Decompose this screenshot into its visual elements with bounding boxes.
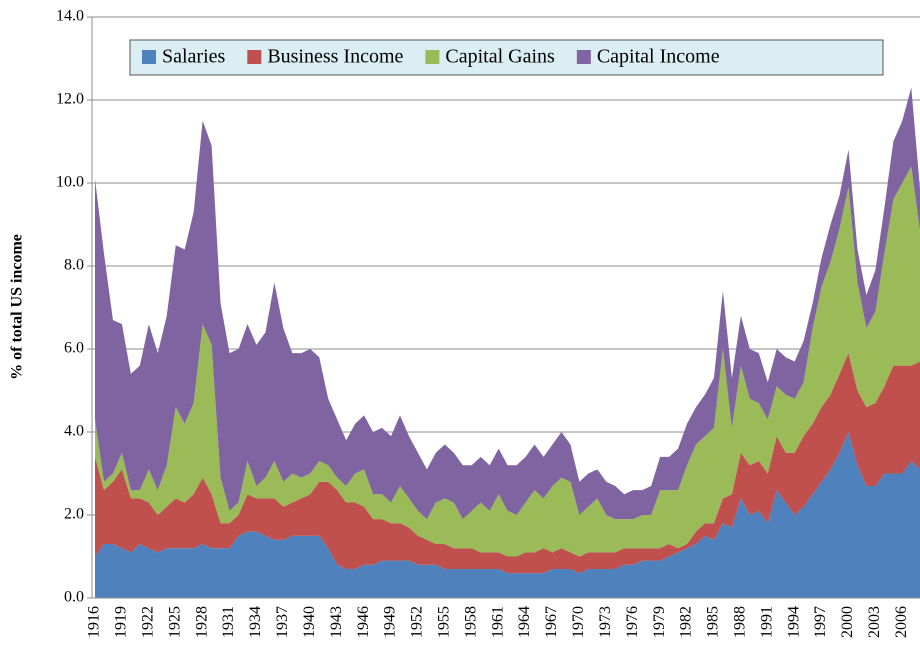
y-axis-label: % of total US income xyxy=(9,234,26,380)
x-tick-label: 1937 xyxy=(274,606,291,638)
x-tick-label: 1916 xyxy=(86,606,103,638)
x-tick-label: 1991 xyxy=(758,606,775,638)
y-tick-label: 14.0 xyxy=(56,8,84,25)
legend-label: Business Income xyxy=(267,46,403,68)
x-tick-label: 1922 xyxy=(139,606,156,638)
y-tick-label: 12.0 xyxy=(56,91,84,108)
legend-swatch xyxy=(142,50,156,64)
y-tick-label: 2.0 xyxy=(64,506,84,523)
x-tick-label: 1940 xyxy=(301,606,318,638)
x-tick-label: 1967 xyxy=(543,606,560,638)
x-tick-label: 1949 xyxy=(382,606,399,638)
area xyxy=(95,166,920,557)
x-tick-label: 1952 xyxy=(409,606,426,638)
legend-swatch xyxy=(247,50,262,64)
area xyxy=(95,353,920,574)
legend-label: Capital Gains xyxy=(445,46,555,68)
area xyxy=(95,87,920,520)
x-tick-label: 1961 xyxy=(489,606,506,638)
x-tick-label: 1928 xyxy=(193,606,210,638)
x-tick-label: 1943 xyxy=(328,606,345,638)
x-tick-label: 1970 xyxy=(570,606,587,638)
legend-label: Salaries xyxy=(162,46,226,68)
x-tick-label: 2006 xyxy=(893,606,910,638)
x-tick-label: 1976 xyxy=(624,606,641,638)
x-tick-label: 1994 xyxy=(785,606,802,638)
x-tick-label: 1997 xyxy=(812,606,829,638)
x-tick-label: 2003 xyxy=(866,606,883,638)
x-tick-label: 1982 xyxy=(678,606,695,638)
y-tick-label: 10.0 xyxy=(56,174,84,191)
y-tick-label: 6.0 xyxy=(64,340,84,357)
legend-label: Capital Income xyxy=(597,46,720,68)
x-tick-label: 1955 xyxy=(436,606,453,638)
x-tick-label: 1931 xyxy=(220,606,237,638)
y-tick-label: 0.0 xyxy=(64,589,84,606)
x-tick-label: 2000 xyxy=(839,606,856,638)
y-tick-label: 8.0 xyxy=(64,257,84,274)
x-tick-label: 1946 xyxy=(355,606,372,638)
x-tick-label: 1934 xyxy=(247,606,264,638)
x-tick-label: 1919 xyxy=(113,606,130,638)
legend-swatch xyxy=(576,50,591,64)
x-tick-label: 1988 xyxy=(732,606,749,638)
x-tick-label: 1964 xyxy=(516,606,533,638)
y-tick-label: 4.0 xyxy=(64,423,84,440)
area xyxy=(95,432,920,598)
legend-swatch xyxy=(425,50,440,64)
x-tick-label: 1973 xyxy=(597,606,614,638)
x-tick-label: 1958 xyxy=(462,606,479,638)
x-tick-label: 1925 xyxy=(166,606,183,638)
x-tick-label: 1985 xyxy=(705,606,722,638)
x-tick-label: 1979 xyxy=(651,606,668,638)
